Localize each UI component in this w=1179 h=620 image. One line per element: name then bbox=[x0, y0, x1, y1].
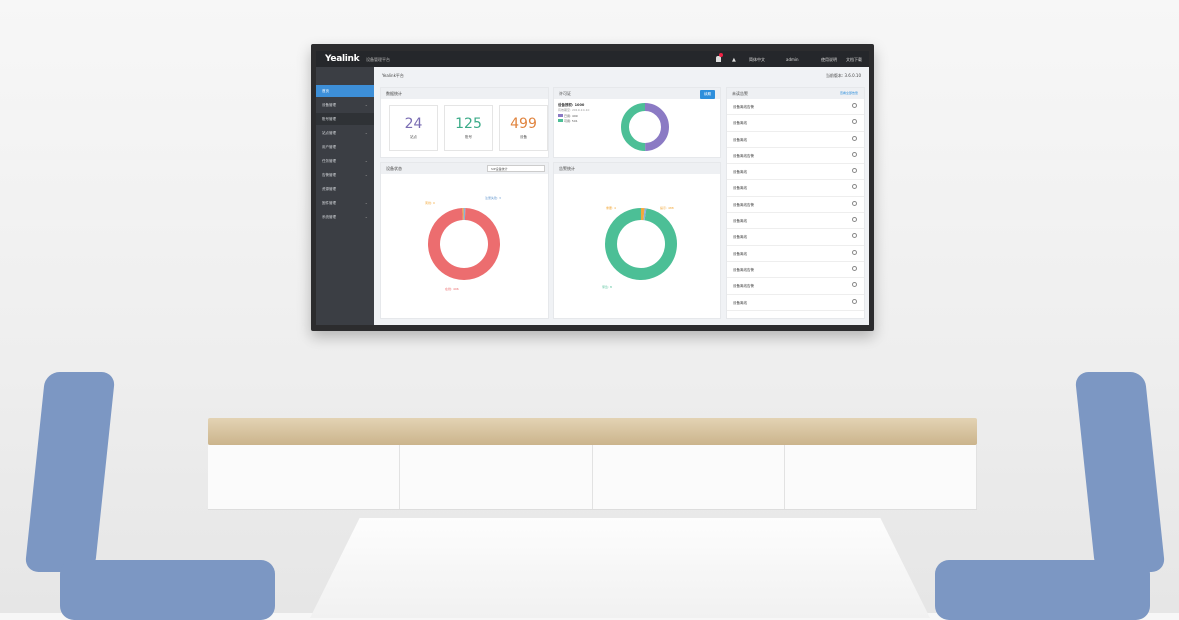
device-status-donut bbox=[419, 199, 509, 289]
stat-label: 设备 bbox=[500, 135, 547, 140]
tv-monitor: Yealink 设备管理平台 ▲ 简体中文 admin 使用说明 文档下载 首页… bbox=[311, 44, 874, 331]
renew-button[interactable]: 续期 bbox=[700, 90, 715, 99]
meeting-table bbox=[310, 518, 930, 618]
notification-badge bbox=[719, 53, 723, 57]
hat-icon[interactable]: ▲ bbox=[732, 57, 736, 63]
alarm-list-item[interactable]: 设备离线 bbox=[727, 246, 864, 262]
alarm-list-item[interactable]: 设备离线告警 bbox=[727, 262, 864, 278]
cabinet bbox=[208, 445, 977, 510]
donut-label: 在线: 496 bbox=[445, 287, 459, 291]
alarm-list-item[interactable]: 设备离线 bbox=[727, 115, 864, 131]
chair-right-seat bbox=[935, 560, 1150, 620]
pending-alarms-panel: 未读告警 查看全部告警 设备离线告警设备离线设备离线设备离线告警设备离线设备离线… bbox=[726, 87, 865, 319]
license-panel: 许可证 续期 设备授权: 1000 有效期至: 2019-10-10 已用: 4… bbox=[553, 87, 721, 158]
sidebar-item[interactable]: 固件管理⌄ bbox=[316, 197, 374, 209]
dashboard-screen: Yealink 设备管理平台 ▲ 简体中文 admin 使用说明 文档下载 首页… bbox=[316, 51, 869, 325]
chair-left-seat bbox=[60, 560, 275, 620]
stat-value: 499 bbox=[500, 116, 547, 132]
clock-icon bbox=[852, 233, 857, 238]
alarm-list-item[interactable]: 设备离线 bbox=[727, 213, 864, 229]
alarm-list-item[interactable]: 设备离线 bbox=[727, 229, 864, 245]
alarm-list-item[interactable]: 设备离线告警 bbox=[727, 197, 864, 213]
alarm-donut bbox=[596, 199, 686, 289]
clock-icon bbox=[852, 136, 857, 141]
chair-left bbox=[24, 372, 115, 572]
donut-slice bbox=[434, 214, 494, 274]
app-title: 设备管理平台 bbox=[366, 57, 390, 63]
clock-icon bbox=[852, 250, 857, 255]
clock-icon bbox=[852, 184, 857, 189]
donut-label: 重要: 4 bbox=[606, 206, 616, 210]
sidebar-item[interactable]: 任务管理⌄ bbox=[316, 155, 374, 167]
sidebar-item[interactable]: 站点管理⌄ bbox=[316, 127, 374, 139]
stats-panel: 数据统计 24 站点 125 账号 499 设备 bbox=[380, 87, 549, 158]
alarm-list-item[interactable]: 设备离线告警 bbox=[727, 99, 864, 115]
top-bar: Yealink 设备管理平台 ▲ 简体中文 admin 使用说明 文档下载 bbox=[316, 51, 869, 67]
clock-icon bbox=[852, 103, 857, 108]
donut-label: 紧急: 8 bbox=[602, 285, 612, 289]
sidebar-item[interactable]: 系统管理⌄ bbox=[316, 211, 374, 223]
sidebar-item[interactable]: 告警管理⌄ bbox=[316, 169, 374, 181]
logo: Yealink bbox=[325, 54, 359, 64]
alarm-list-item[interactable]: 设备离线 bbox=[727, 295, 864, 311]
wooden-shelf bbox=[208, 418, 977, 445]
sidebar: 首页设备管理⌄ 账号管理站点管理⌄ 用户管理任务管理⌄ 告警管理⌄ 资源管理固件管理⌄ 系… bbox=[316, 67, 374, 325]
donut-slice bbox=[611, 214, 671, 274]
sidebar-item[interactable]: 设备管理⌄ bbox=[316, 99, 374, 111]
alarm-list-item[interactable]: 设备离线 bbox=[727, 132, 864, 148]
clock-icon bbox=[852, 217, 857, 222]
sidebar-item[interactable]: 用户管理 bbox=[316, 141, 374, 153]
clock-icon bbox=[852, 282, 857, 287]
view-all-link[interactable]: 查看全部告警 bbox=[840, 91, 858, 95]
device-status-panel: 设备状态 SIP设备统计 离线: 0 注册失败: 3 在线: 496 bbox=[380, 162, 549, 319]
donut-label: 提示: 488 bbox=[660, 206, 674, 210]
sidebar-item[interactable]: 账号管理 bbox=[316, 113, 374, 125]
link-help[interactable]: 使用说明 bbox=[821, 57, 837, 63]
stat-value: 24 bbox=[390, 116, 437, 132]
license-donut bbox=[620, 102, 670, 152]
clock-icon bbox=[852, 168, 857, 173]
legend-free: 可用: 501 bbox=[558, 119, 578, 123]
donut-label: 注册失败: 3 bbox=[485, 196, 501, 200]
version-label: 当前版本: 3.6.0.10 bbox=[826, 73, 861, 79]
legend-used: 已用: 499 bbox=[558, 114, 578, 118]
clock-icon bbox=[852, 119, 857, 124]
panel-title: 告警统计 bbox=[554, 163, 720, 174]
breadcrumb: Yealink平台 bbox=[382, 73, 404, 79]
panel-title: 许可证 bbox=[554, 88, 720, 99]
chair-right bbox=[1074, 372, 1165, 572]
clock-icon bbox=[852, 299, 857, 304]
device-type-select[interactable]: SIP设备统计 bbox=[487, 165, 545, 172]
alarm-panel: 告警统计 重要: 4 提示: 488 紧急: 8 bbox=[553, 162, 721, 319]
sidebar-item[interactable]: 资源管理 bbox=[316, 183, 374, 195]
sidebar-item[interactable]: 首页 bbox=[316, 85, 374, 97]
alarm-list-item[interactable]: 设备离线 bbox=[727, 164, 864, 180]
clock-icon bbox=[852, 266, 857, 271]
alarm-list-item[interactable]: 设备离线 bbox=[727, 180, 864, 196]
license-expiry: 有效期至: 2019-10-10 bbox=[558, 108, 589, 112]
alarm-list-item[interactable]: 设备离线告警 bbox=[727, 278, 864, 294]
donut-slice bbox=[625, 107, 645, 147]
alarm-list-item[interactable]: 设备离线告警 bbox=[727, 148, 864, 164]
panel-title: 数据统计 bbox=[381, 88, 548, 99]
stat-label: 账号 bbox=[445, 135, 492, 140]
language-select[interactable]: 简体中文 bbox=[749, 57, 765, 63]
link-download[interactable]: 文档下载 bbox=[846, 57, 862, 63]
stat-card[interactable]: 499 设备 bbox=[499, 105, 548, 151]
donut-label: 离线: 0 bbox=[425, 201, 435, 205]
stat-label: 站点 bbox=[390, 135, 437, 140]
stat-value: 125 bbox=[445, 116, 492, 132]
clock-icon bbox=[852, 152, 857, 157]
clock-icon bbox=[852, 201, 857, 206]
stat-card[interactable]: 125 账号 bbox=[444, 105, 493, 151]
donut-slice bbox=[645, 107, 665, 147]
stat-card[interactable]: 24 站点 bbox=[389, 105, 438, 151]
user-menu[interactable]: admin bbox=[786, 57, 799, 62]
